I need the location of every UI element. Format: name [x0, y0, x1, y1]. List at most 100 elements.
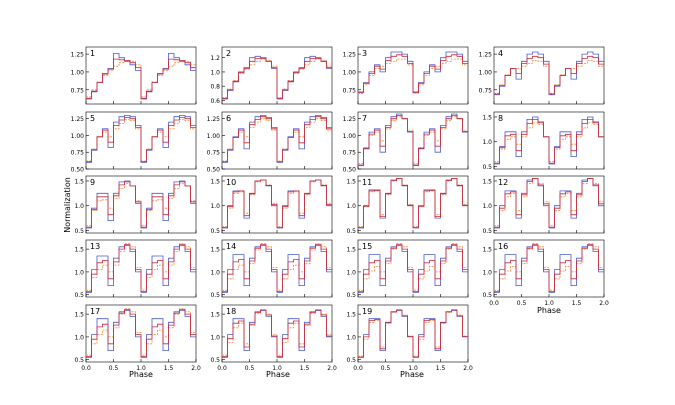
- panel-12: 0.5 1.0 1.5 12: [482, 175, 605, 235]
- series-line-3: [86, 181, 196, 228]
- y-tick-label: 0.5: [346, 357, 356, 364]
- y-tick-label: 1.0: [210, 269, 220, 276]
- y-tick-label: 1.0: [210, 203, 220, 210]
- series-line-2: [358, 309, 468, 357]
- y-tick-label: 1.5: [210, 247, 220, 254]
- panel-number-label: 19: [362, 307, 372, 316]
- series-line-3: [86, 117, 196, 162]
- panel-number-label: 18: [226, 307, 236, 316]
- y-tick-label: 1.0: [482, 203, 492, 210]
- series-line-3: [494, 178, 604, 228]
- y-axis-label: Normalization: [63, 177, 72, 233]
- y-tick-label: 0.5: [346, 292, 356, 299]
- panel-frame: [221, 304, 333, 363]
- panel-number-label: 3: [362, 49, 367, 58]
- panel-number-label: 6: [226, 114, 231, 123]
- x-tick-label: 1.0: [136, 365, 146, 372]
- x-tick-label: 2.0: [327, 365, 337, 372]
- series-line-3: [222, 179, 332, 228]
- x-tick-label: 0.0: [81, 365, 91, 372]
- y-tick-label: 1.5: [210, 178, 220, 185]
- x-tick-label: 1.5: [436, 365, 446, 372]
- y-tick-label: 0.75: [71, 150, 85, 157]
- y-tick-label: 1.0: [74, 269, 84, 276]
- panel-number-label: 13: [90, 242, 100, 251]
- panel-4: 0.75 1.00 1.25 4: [479, 46, 605, 105]
- series-line-2: [86, 243, 196, 291]
- panel-number-label: 17: [90, 307, 100, 316]
- x-tick-label: 0.5: [109, 365, 119, 372]
- y-tick-label: 1.0: [346, 334, 356, 341]
- x-axis-label-col2: Phase: [266, 370, 290, 379]
- y-tick-label: 1.25: [343, 116, 357, 123]
- y-tick-label: 0.5: [210, 292, 220, 299]
- y-tick-label: 1.0: [210, 334, 220, 341]
- series-line-2: [222, 118, 332, 162]
- x-axis-label-col1: Phase: [129, 370, 153, 379]
- x-tick-label: 0.5: [517, 300, 527, 307]
- x-tick-label: 2.0: [599, 300, 609, 307]
- panel-5: 0.50 0.75 1.00 1.25 5: [71, 111, 197, 174]
- series-line-3: [222, 244, 332, 292]
- panel-number-label: 9: [90, 178, 95, 187]
- y-tick-label: 1.25: [343, 52, 357, 59]
- x-axis-label-col4: Phase: [537, 306, 561, 315]
- panel-17: 0.51.01.50.0 0.5 1.0 1.5 2.017: [74, 304, 201, 372]
- y-tick-label: 0.5: [74, 292, 84, 299]
- panel-number-label: 16: [498, 242, 508, 251]
- panel-18: 0.51.01.50.0 0.5 1.0 1.5 2.018: [210, 304, 337, 372]
- panel-11: 0.5 1.0 1.5 11: [346, 175, 469, 235]
- y-tick-label: 1.0: [210, 69, 220, 76]
- panel-number-label: 14: [226, 242, 236, 251]
- panel-number-label: 8: [498, 114, 503, 123]
- y-tick-label: 0.5: [482, 292, 492, 299]
- x-axis-label-col3: Phase: [400, 370, 424, 379]
- series-line-3: [222, 309, 332, 357]
- series-line-3: [86, 244, 196, 292]
- series-line-2: [222, 179, 332, 227]
- panel-8: 0.5 1.0 1.5 8: [482, 111, 605, 171]
- series-line-3: [358, 309, 468, 358]
- series-line-3: [222, 116, 332, 162]
- y-tick-label: 1.25: [71, 52, 85, 59]
- panel-grid: 0.751.001.25 10.60.81.01.220.751.001.25 30…: [71, 46, 609, 372]
- x-tick-label: 1.5: [572, 300, 582, 307]
- y-tick-label: 1.5: [482, 178, 492, 185]
- y-tick-label: 0.5: [74, 228, 84, 235]
- y-tick-label: 1.25: [207, 116, 221, 123]
- y-tick-label: 0.50: [343, 167, 357, 174]
- x-tick-label: 1.0: [408, 365, 418, 372]
- x-tick-label: 0.5: [245, 365, 255, 372]
- y-tick-label: 1.00: [343, 69, 357, 76]
- series-line-3: [358, 244, 468, 292]
- series-line-3: [494, 55, 604, 95]
- y-tick-label: 1.5: [74, 312, 84, 319]
- y-tick-label: 0.75: [479, 87, 493, 94]
- panel-number-label: 15: [362, 242, 372, 251]
- x-tick-label: 1.0: [272, 365, 282, 372]
- series-line-3: [494, 119, 604, 164]
- panel-number-label: 4: [498, 49, 503, 58]
- y-tick-label: 0.50: [207, 167, 221, 174]
- y-tick-label: 1.00: [343, 133, 357, 140]
- y-tick-label: 0.75: [207, 150, 221, 157]
- y-tick-label: 0.6: [210, 98, 220, 105]
- panel-15: 0.5 1.0 1.5 15: [346, 239, 469, 299]
- panel-number-label: 12: [498, 178, 508, 187]
- x-tick-label: 1.5: [164, 365, 174, 372]
- panel-number-label: 10: [226, 178, 236, 187]
- panel-16: 0.51.01.50.0 0.5 1.0 1.5 2.016: [482, 239, 609, 307]
- y-tick-label: 1.25: [479, 52, 493, 59]
- y-tick-label: 0.75: [71, 87, 85, 94]
- y-tick-label: 1.2: [210, 55, 220, 62]
- x-tick-label: 2.0: [463, 365, 473, 372]
- panel-10: 0.5 1.0 1.5 10: [210, 175, 333, 235]
- x-tick-label: 0.0: [217, 365, 227, 372]
- y-tick-label: 0.75: [343, 150, 357, 157]
- y-tick-label: 1.5: [482, 247, 492, 254]
- panel-13: 0.5 1.0 1.5 13: [74, 239, 197, 299]
- panel-number-label: 5: [90, 114, 95, 123]
- y-tick-label: 1.00: [479, 69, 493, 76]
- y-tick-label: 0.5: [210, 228, 220, 235]
